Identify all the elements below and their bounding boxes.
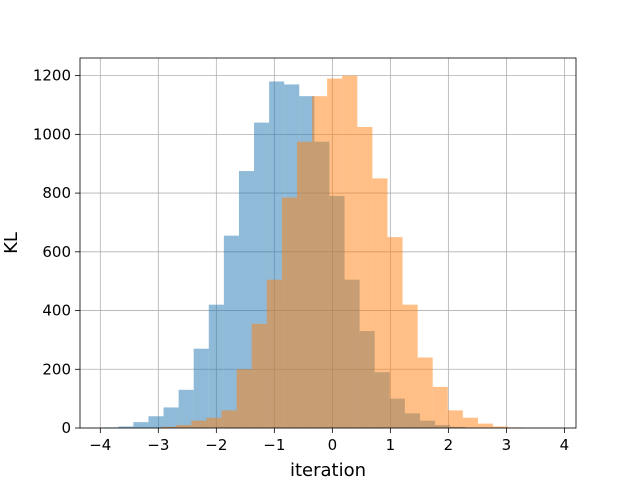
x-tick-label: 4 — [560, 436, 570, 454]
y-tick-label: 400 — [42, 302, 71, 320]
histogram-bar-series-2 — [221, 410, 237, 428]
x-tick-label: 1 — [386, 436, 396, 454]
x-axis-label: iteration — [290, 460, 366, 480]
y-tick-label: 800 — [42, 184, 71, 202]
histogram-bar-series-2 — [296, 141, 313, 428]
axis-ticks: −4 −3 −2 −1 0 1 2 3 4 0 200 400 600 800 1000 1200 — [33, 67, 569, 454]
histogram-bar-series-2 — [161, 426, 177, 428]
histogram-bar-series-1 — [223, 235, 239, 428]
x-tick-label: −4 — [89, 436, 111, 454]
histogram-bar-series-2 — [266, 279, 282, 428]
histogram-bar-series-2 — [251, 323, 267, 428]
y-tick-label: 1000 — [33, 125, 71, 143]
histogram-bar-series-2 — [462, 417, 478, 428]
histogram-bar-series-2 — [281, 197, 297, 428]
histogram-bar-series-2 — [387, 237, 403, 428]
histogram-bar-series-2 — [417, 357, 433, 428]
histogram-bar-series-2 — [372, 178, 388, 428]
histogram-bar-series-2 — [236, 369, 252, 428]
x-tick-label: 2 — [444, 436, 454, 454]
histogram-bar-series-2 — [357, 127, 373, 428]
histogram-bar-series-2 — [312, 96, 328, 429]
histogram-bar-series-2 — [493, 426, 509, 428]
x-tick-label: 0 — [328, 436, 338, 454]
y-tick-label: 600 — [42, 243, 71, 261]
histogram-bar-series-2 — [342, 75, 358, 429]
histogram-bar-series-1 — [178, 389, 194, 428]
x-tick-label: 3 — [502, 436, 512, 454]
histogram-bars — [103, 75, 524, 429]
histogram-bar-series-1 — [208, 304, 224, 428]
y-tick-label: 1200 — [33, 67, 71, 85]
histogram-bar-series-2 — [477, 423, 494, 428]
histogram-bar-series-2 — [432, 386, 448, 428]
histogram-bar-series-2 — [206, 417, 222, 428]
histogram-bar-series-2 — [191, 420, 207, 428]
y-axis-label: KL — [1, 232, 22, 254]
histogram-bar-series-1 — [118, 426, 134, 428]
y-tick-label: 0 — [61, 419, 71, 437]
histogram-bar-series-2 — [402, 304, 418, 428]
y-tick-label: 200 — [42, 360, 71, 378]
histogram-bar-series-2 — [327, 78, 343, 428]
x-tick-label: −3 — [147, 436, 169, 454]
histogram-bar-series-1 — [148, 416, 164, 428]
histogram-bar-series-1 — [238, 171, 255, 428]
x-tick-label: −2 — [205, 436, 227, 454]
histogram-bar-series-1 — [163, 407, 179, 428]
plot-frame — [79, 57, 577, 429]
histogram-bar-series-1 — [133, 422, 149, 428]
histogram-bar-series-2 — [176, 425, 192, 428]
x-tick-label: −1 — [263, 436, 285, 454]
histogram-bar-series-1 — [193, 348, 209, 428]
histogram-bar-series-2 — [447, 410, 463, 428]
